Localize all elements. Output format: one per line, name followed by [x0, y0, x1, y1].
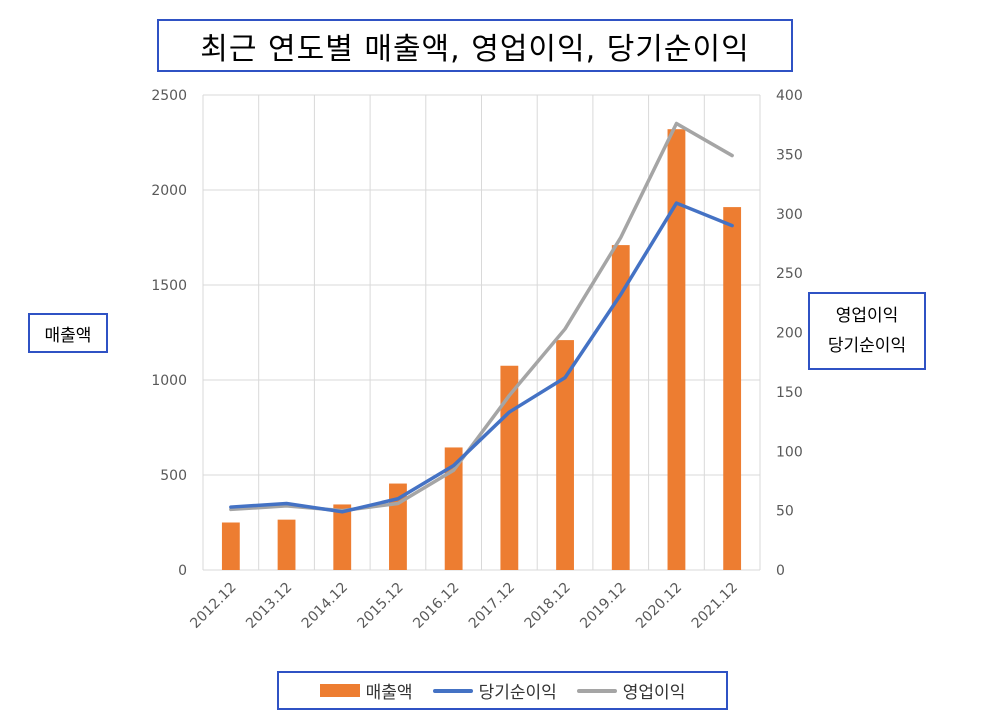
- bars: [221, 129, 742, 570]
- y-tick-left: 0: [178, 563, 187, 579]
- y-tick-right: 100: [776, 444, 803, 460]
- y-tick-right: 0: [776, 563, 785, 579]
- bar-sales: [667, 129, 686, 570]
- legend-swatch-net-income: [432, 688, 473, 693]
- x-tick: 2017.12: [466, 580, 518, 632]
- legend-label-sales: 매출액: [365, 683, 413, 703]
- legend-item-sales: 매출액: [319, 678, 413, 703]
- x-tick: 2014.12: [299, 580, 351, 632]
- y-axis-right-label: 영업이익 당기순이익: [808, 292, 926, 370]
- x-axis-ticks: 2012.12 2013.12 2014.12 2015.12 2016.12 2017.…: [187, 580, 741, 632]
- y-tick-right: 250: [776, 266, 803, 282]
- y-tick-left: 500: [160, 468, 187, 484]
- x-tick: 2019.12: [577, 580, 629, 632]
- y-tick-left: 1500: [151, 278, 187, 294]
- y-axis-left-ticks: 0 500 1000 1500 2000 2500: [151, 88, 187, 579]
- x-tick: 2018.12: [522, 580, 574, 632]
- bar-sales: [556, 340, 574, 570]
- bar-sales: [444, 447, 463, 570]
- y-axis-right-label-line1: 영업이익: [835, 306, 899, 326]
- y-tick-right: 300: [776, 207, 803, 223]
- legend: 매출액 당기순이익 영업이익: [277, 671, 728, 710]
- y-tick-left: 2000: [151, 183, 187, 199]
- x-tick: 2012.12: [187, 580, 239, 632]
- y-tick-right: 400: [776, 88, 803, 104]
- x-tick: 2013.12: [243, 580, 295, 632]
- legend-label-net-income: 당기순이익: [478, 683, 557, 703]
- y-axis-left-label: 매출액: [28, 313, 108, 353]
- line-net-income: [229, 201, 734, 514]
- y-axis-right-label-line2: 당기순이익: [827, 336, 907, 356]
- y-axis-right-ticks: 0 50 100 150 200 250 300 350 400: [776, 88, 803, 579]
- x-tick: 2020.12: [633, 580, 685, 632]
- grid: [202, 94, 761, 571]
- x-tick: 2015.12: [355, 580, 407, 632]
- bar-sales: [333, 504, 352, 570]
- bar-sales: [277, 519, 296, 570]
- y-tick-right: 350: [776, 147, 803, 163]
- y-tick-right: 50: [776, 504, 794, 520]
- lines: [229, 121, 734, 514]
- y-tick-right: 200: [776, 326, 803, 342]
- legend-item-net-income: 당기순이익: [432, 678, 557, 703]
- legend-item-operating-income: 영업이익: [576, 678, 686, 703]
- bar-sales: [723, 207, 742, 570]
- chart-title: 최근 연도별 매출액, 영업이익, 당기순이익: [157, 19, 793, 72]
- legend-swatch-operating-income: [576, 688, 617, 693]
- legend-swatch-sales: [319, 684, 360, 697]
- x-tick: 2016.12: [410, 580, 462, 632]
- x-tick: 2021.12: [689, 580, 741, 632]
- legend-label-operating-income: 영업이익: [622, 683, 686, 703]
- y-tick-left: 2500: [151, 88, 187, 104]
- y-tick-left: 1000: [151, 373, 187, 389]
- y-tick-right: 150: [776, 385, 803, 401]
- bar-sales: [221, 522, 240, 570]
- bar-sales: [611, 245, 630, 570]
